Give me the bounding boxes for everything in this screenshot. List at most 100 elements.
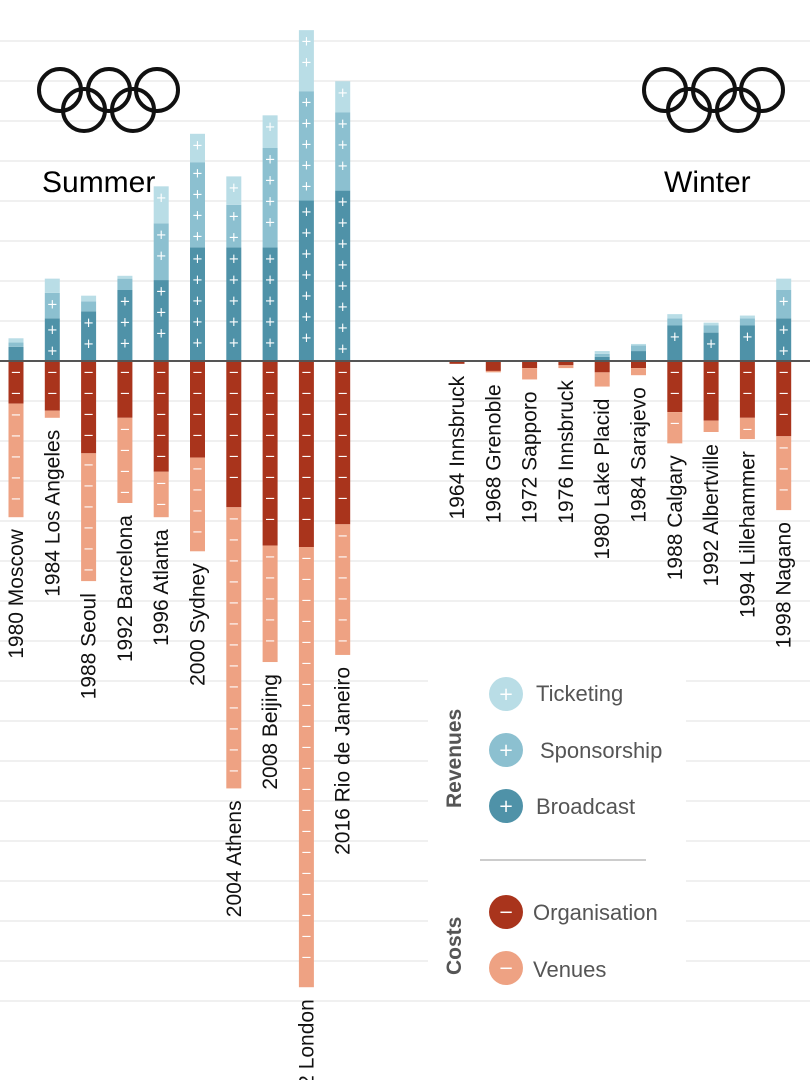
venues-minus-mark: − <box>301 720 312 735</box>
venues-minus-mark: − <box>228 659 239 674</box>
organisation-bar-segment <box>298 361 314 548</box>
organisation-minus-mark: − <box>156 387 167 402</box>
organisation-bar-segment <box>485 361 501 371</box>
venues-minus-mark: − <box>301 783 312 798</box>
broadcast-plus-mark: + <box>337 195 348 210</box>
games-label: 1994 Lillehammer <box>736 451 759 618</box>
broadcast-bar-segment <box>153 280 169 361</box>
ticketing-bar-segment <box>298 30 314 92</box>
games-label: 1992 Barcelona <box>114 515 137 662</box>
venues-minus-mark: − <box>11 492 22 507</box>
games-label: 1988 Calgary <box>664 455 687 580</box>
bar-stack <box>631 343 646 376</box>
broadcast-plus-mark: + <box>192 273 203 288</box>
venues-bar-segment <box>8 403 24 518</box>
broadcast-plus-mark: + <box>742 330 753 345</box>
bar-stack: + + + + + + + + − − − − − − − − − − − − − − − − − − − <box>226 176 242 789</box>
venues-bar-segment <box>298 547 314 988</box>
organisation-minus-mark: − <box>669 366 680 381</box>
broadcast-plus-mark: + <box>265 273 276 288</box>
ticketing-bar-segment <box>117 275 133 279</box>
broadcast-plus-mark: + <box>119 337 130 352</box>
organisation-minus-mark: − <box>301 513 312 528</box>
sponsorship-bar-segment <box>226 204 242 248</box>
broadcast-bar-segment <box>81 311 97 361</box>
organisation-minus-mark: − <box>11 387 22 402</box>
venues-minus-mark: − <box>337 592 348 607</box>
organisation-bar-segment <box>81 361 97 454</box>
games-label: 1992 Albertville <box>700 444 723 586</box>
ticketing-bar-segment <box>667 314 683 319</box>
venues-minus-mark: − <box>301 699 312 714</box>
legend-costs-label: Costs <box>443 917 466 975</box>
sponsorship-plus-mark: + <box>47 297 58 312</box>
sponsorship-plus-mark: + <box>778 295 789 310</box>
organisation-bar-segment <box>631 361 646 369</box>
ticketing-plus-mark: + <box>192 138 203 153</box>
broadcast-bar-segment <box>117 290 133 361</box>
venues-bar-segment <box>262 545 278 663</box>
bar-stack: + + + − − − − − − <box>117 275 133 503</box>
ticketing-plus-mark: + <box>156 191 167 206</box>
organisation-minus-mark: − <box>11 366 22 381</box>
sponsorship-plus-icon: + <box>498 740 513 761</box>
venues-minus-icon: − <box>498 958 513 979</box>
bar-stack: + − − − <box>667 314 683 444</box>
ticketing-plus-mark: + <box>301 35 312 50</box>
games-labels: 1980 Moscow 1984 Los Angeles 1988 Seoul 199… <box>5 375 796 1080</box>
ticketing-plus-mark: + <box>337 86 348 101</box>
bar-stack: − − − − − − − <box>8 338 24 518</box>
venues-minus-mark: − <box>265 613 276 628</box>
venues-minus-mark: − <box>11 450 22 465</box>
ticketing-bar-segment <box>703 322 719 326</box>
games-label: 2008 Beijing <box>259 674 282 790</box>
organisation-minus-mark: − <box>301 387 312 402</box>
organisation-minus-mark: − <box>337 429 348 444</box>
broadcast-plus-mark: + <box>778 344 789 359</box>
venues-bar-segment <box>226 507 242 789</box>
games-label: 2000 Sydney <box>187 563 210 686</box>
bar-stack: + + + − − − − − − <box>776 278 792 511</box>
venues-minus-mark: − <box>669 417 680 432</box>
broadcast-legend-label: Broadcast <box>536 794 635 819</box>
organisation-minus-mark: − <box>337 492 348 507</box>
sponsorship-plus-mark: + <box>301 117 312 132</box>
venues-minus-mark: − <box>301 888 312 903</box>
bar-stack <box>558 361 574 369</box>
broadcast-plus-mark: + <box>337 300 348 315</box>
legend-item-sponsorship: + Sponsorship <box>489 733 662 767</box>
organisation-minus-mark: − <box>265 429 276 444</box>
organisation-minus-mark: − <box>83 366 94 381</box>
sponsorship-plus-mark: + <box>301 180 312 195</box>
venues-minus-mark: − <box>301 762 312 777</box>
venues-minus-mark: − <box>301 846 312 861</box>
broadcast-plus-mark: + <box>265 315 276 330</box>
venues-minus-mark: − <box>778 483 789 498</box>
games-label: 2016 Rio de Janeiro <box>332 667 355 855</box>
venues-minus-mark: − <box>337 571 348 586</box>
venues-bar-segment <box>667 412 683 444</box>
venues-minus-mark: − <box>156 497 167 512</box>
broadcast-plus-mark: + <box>301 205 312 220</box>
games-label: 1984 Los Angeles <box>41 430 64 597</box>
bars: − − − − − − − + + + − − + + − − − − − − − − − − + + + − − − − − − + + + + + + −… <box>8 30 792 988</box>
sponsorship-bar-segment <box>117 278 133 290</box>
venues-minus-mark: − <box>83 479 94 494</box>
games-label: 1980 Moscow <box>5 528 28 658</box>
venues-legend-label: Venues <box>533 957 606 982</box>
games-label: 1964 Innsbruck <box>446 375 469 519</box>
bar-stack: + + + + + + + + + + + + + + − − − − − − − − − − − − − − − − − − − − − − − − − −… <box>298 30 314 988</box>
venues-minus-mark: − <box>228 680 239 695</box>
venues-minus-mark: − <box>119 422 130 437</box>
organisation-minus-mark: − <box>47 387 58 402</box>
venues-minus-mark: − <box>301 552 312 567</box>
venues-minus-mark: − <box>265 592 276 607</box>
broadcast-plus-mark: + <box>83 316 94 331</box>
venues-minus-mark: − <box>83 542 94 557</box>
broadcast-plus-mark: + <box>265 252 276 267</box>
broadcast-plus-mark: + <box>301 226 312 241</box>
organisation-bar-segment <box>522 361 538 369</box>
broadcast-plus-mark: + <box>337 342 348 357</box>
ticketing-bar-segment <box>81 295 97 302</box>
venues-minus-mark: − <box>83 563 94 578</box>
